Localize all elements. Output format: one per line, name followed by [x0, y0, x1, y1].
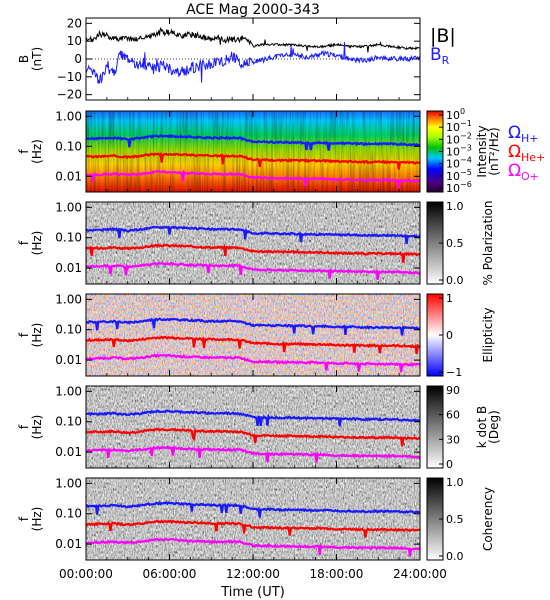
colorbar-tick-label: 1.0 — [446, 476, 464, 489]
gyrofrequency-line-o — [85, 445, 420, 463]
y-tick-label: 0.10 — [55, 323, 82, 337]
colorbar-tick-label: 0 — [446, 458, 453, 471]
colorbar-tick-label: 60 — [446, 409, 460, 422]
y-axis-title-1: (Hz) — [30, 139, 44, 164]
gyrofrequency-line-o — [86, 261, 421, 280]
gyrofrequency-line-o — [85, 353, 421, 373]
colorbar-tick-label: 0.0 — [446, 274, 464, 287]
series-line-br — [85, 42, 421, 84]
y-tick-label: 1.00 — [55, 292, 82, 306]
x-tick-label: 24:00:00 — [393, 567, 447, 581]
colorbar-tick-label: 10−6 — [446, 180, 472, 195]
y-tick-label: 1.00 — [55, 384, 82, 398]
y-tick-label: 10 — [67, 34, 82, 48]
panel-ellipticity: 1.00 0.10 0.01 f (Hz) 1 0 −1 Ellipticity — [17, 292, 495, 379]
gyrofrequency-line-h — [85, 409, 421, 427]
y-tick-label: 0.10 — [55, 507, 82, 521]
y-axis-title-1: (Hz) — [30, 231, 44, 256]
legend-br: BR — [430, 45, 450, 67]
y-tick-label: 0.10 — [55, 415, 82, 429]
x-tick-label: 06:00:00 — [143, 567, 197, 581]
x-tick-label: 18:00:00 — [310, 567, 364, 581]
colorbar-tick-label: 0.0 — [446, 550, 464, 563]
y-axis-title-0: f — [17, 424, 31, 429]
x-tick-label: 12:00:00 — [226, 567, 280, 581]
colorbar-label: Ellipticity — [481, 308, 495, 363]
colorbar-tick-label: 1 — [446, 292, 453, 305]
gyrofrequency-line-h — [85, 317, 421, 336]
figure-title: ACE Mag 2000-343 — [186, 2, 320, 18]
gyrofrequency-line-o — [86, 537, 421, 557]
gyrofrequency-line-h — [85, 225, 421, 244]
colorbar-label: (Deg) — [487, 410, 501, 444]
y-tick-label: −20 — [57, 88, 82, 102]
colorbar-tick-label: −1 — [446, 366, 462, 379]
y-axis-title-1: (nT) — [30, 47, 44, 71]
panel-field: 20 10 0 −10 −20 B (nT) |B|BR — [17, 16, 456, 101]
y-axis-title-0: B — [17, 55, 31, 63]
gyrofrequency-line-he — [85, 427, 421, 447]
y-tick-label: 0 — [74, 52, 82, 66]
y-tick-label: 0.01 — [55, 445, 82, 459]
panel-coherency: 1.00 0.10 0.01 f (Hz) 1.0 0.5 0.0 Coherency — [17, 476, 495, 563]
panel-kdotb: 1.00 0.10 0.01 f (Hz) 90 60 30 0 k dot B(Deg) — [17, 384, 501, 471]
gyrofrequency-line-o — [85, 169, 421, 189]
colorbar-label: k dot B — [475, 406, 489, 448]
legend-omega-o: ΩO+ — [508, 161, 539, 183]
y-tick-label: 1.00 — [55, 109, 82, 123]
y-axis-title-1: (Hz) — [30, 507, 44, 532]
legend-omega-h: ΩH+ — [508, 123, 539, 145]
colorbar-label: (nT²/Hz) — [487, 127, 501, 175]
y-tick-label: 20 — [67, 16, 82, 30]
x-tick-label: 00:00:00 — [59, 567, 113, 581]
gyrofrequency-line-he — [85, 519, 421, 538]
x-axis-title: Time (UT) — [220, 585, 285, 600]
colorbar-tick-label: 0.5 — [446, 237, 464, 250]
colorbar-tick-label: 1.0 — [446, 200, 464, 213]
x-axis: 00:00:00 06:00:00 12:00:00 18:00:00 24:00:00 — [59, 567, 447, 581]
colorbar-label: Intensity — [475, 125, 489, 177]
y-tick-label: 0.01 — [55, 169, 82, 183]
y-tick-label: 1.00 — [55, 200, 82, 214]
panel-intensity: 1.000.100.01f (Hz)10010−110−210−310−410−5… — [17, 107, 545, 195]
gyrofrequency-line-h — [85, 500, 421, 518]
colorbar-tick-label: 0 — [446, 329, 453, 342]
y-axis-title-0: f — [17, 332, 31, 337]
y-tick-label: −10 — [57, 70, 82, 84]
y-tick-label: 1.00 — [55, 476, 82, 490]
gyrofrequency-line-he — [85, 335, 421, 355]
colorbar-label: Coherency — [481, 487, 495, 551]
gyrofrequency-line-h — [85, 133, 421, 151]
gyrofrequency-line-he — [86, 151, 421, 170]
series-line-btotal — [85, 26, 420, 53]
spectrogram-texture — [86, 111, 420, 192]
colorbar-label: % Polarization — [481, 201, 495, 286]
y-axis-title-1: (Hz) — [30, 323, 44, 348]
legend-btotal: |B| — [430, 25, 456, 47]
y-tick-label: 0.10 — [55, 139, 82, 153]
y-axis-title-0: f — [17, 240, 31, 245]
y-axis-title-0: f — [17, 516, 31, 521]
y-tick-label: 0.01 — [55, 537, 82, 551]
y-axis-title-1: (Hz) — [30, 415, 44, 440]
colorbar-tick-label: 90 — [446, 384, 460, 397]
colorbar-tick-label: 0.5 — [446, 513, 464, 526]
y-tick-label: 0.01 — [55, 353, 82, 367]
y-tick-label: 0.01 — [55, 261, 82, 275]
gyrofrequency-line-he — [85, 243, 421, 263]
y-tick-label: 0.10 — [55, 231, 82, 245]
colorbar-tick-label: 30 — [446, 433, 460, 446]
panel-polarization: 1.00 0.10 0.01 f (Hz) 1.0 0.5 0.0 % Polarization — [17, 200, 495, 287]
colorbar-4 — [426, 385, 444, 469]
y-axis-title-0: f — [17, 149, 31, 154]
